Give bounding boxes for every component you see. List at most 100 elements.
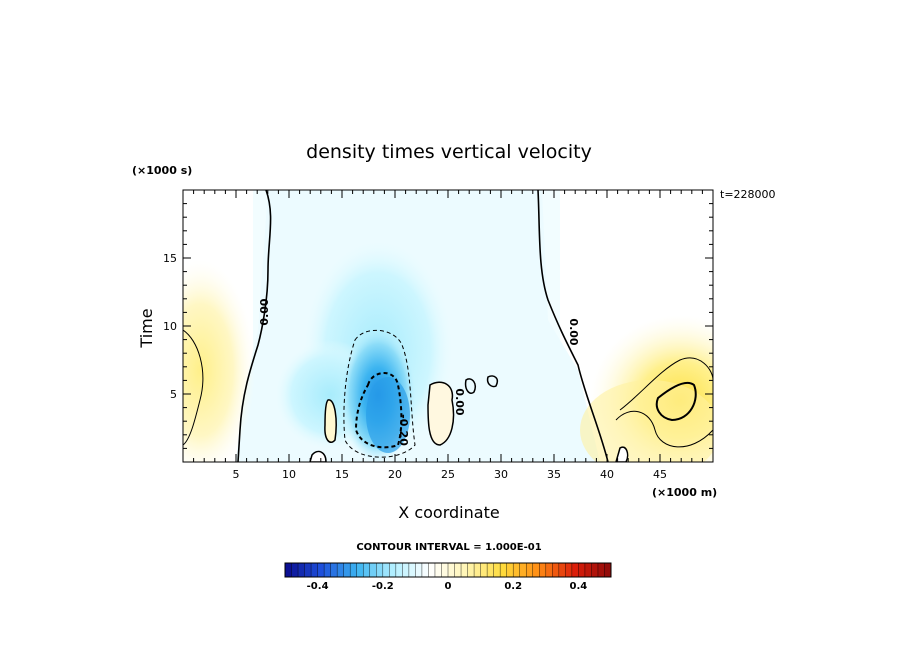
time-annotation: t=228000 bbox=[720, 188, 776, 201]
colorbar-cell bbox=[395, 563, 403, 577]
colorbar-cell bbox=[584, 563, 592, 577]
x-axis-label: X coordinate bbox=[398, 503, 499, 522]
positive-contour-right-inner bbox=[655, 381, 697, 422]
x-tick-label: 30 bbox=[494, 468, 508, 481]
colorbar-cell bbox=[291, 563, 299, 577]
colorbar-cell bbox=[493, 563, 501, 577]
colorbar-cell bbox=[382, 563, 390, 577]
colorbar-cell bbox=[480, 563, 488, 577]
y-axis-label: Time bbox=[137, 308, 156, 348]
colorbar-cell bbox=[532, 563, 540, 577]
colorbar-cell bbox=[461, 563, 468, 577]
colorbar-cell bbox=[506, 563, 514, 577]
y-unit-label: (×1000 s) bbox=[132, 164, 192, 177]
colorbar-tick-label: 0.4 bbox=[570, 581, 588, 592]
colorbar-cell bbox=[343, 563, 351, 577]
axis-ticks bbox=[183, 190, 713, 462]
yellow-region-left bbox=[183, 260, 255, 462]
positive-contour-right bbox=[619, 357, 713, 411]
colorbar-cell bbox=[350, 563, 358, 577]
x-tick-label: 40 bbox=[600, 468, 614, 481]
colorbar-cell bbox=[324, 563, 331, 577]
x-tick-label: 20 bbox=[388, 468, 402, 481]
colorbar-tick-label: -0.4 bbox=[307, 581, 329, 592]
colorbar-cell bbox=[565, 563, 573, 577]
colorbar-cell bbox=[578, 563, 586, 577]
zero-contour-left bbox=[237, 190, 272, 462]
colorbar-cell bbox=[448, 563, 455, 577]
colorbar-cell bbox=[330, 563, 338, 577]
zero-blob-1 bbox=[324, 399, 337, 444]
colorbar-cell bbox=[526, 563, 534, 577]
colorbar-cell bbox=[487, 563, 494, 577]
y-tick-label: 15 bbox=[163, 252, 177, 265]
colorbar-cell bbox=[408, 563, 416, 577]
zero-blob-5 bbox=[464, 378, 477, 394]
colorbar-cell bbox=[376, 563, 384, 577]
colorbar-cell bbox=[604, 563, 612, 577]
colorbar-cell bbox=[389, 563, 397, 577]
colorbar-cell bbox=[421, 563, 429, 577]
colorbar-cell bbox=[402, 563, 410, 577]
colorbar-cell bbox=[558, 563, 566, 577]
x-tick-label: 25 bbox=[441, 468, 455, 481]
colorbar-cell bbox=[597, 563, 605, 577]
colorbar-cell bbox=[428, 563, 436, 577]
colorbar-cell bbox=[369, 563, 377, 577]
dashed-contour-inner bbox=[354, 372, 403, 449]
contour-label-left: 0.00 bbox=[258, 298, 271, 325]
colorbar-cell bbox=[552, 563, 560, 577]
colorbar-cell bbox=[545, 563, 553, 577]
colorbar-cell bbox=[441, 563, 449, 577]
dashed-contour-outer bbox=[343, 329, 416, 458]
colorbar-tick-label: -0.2 bbox=[372, 581, 394, 592]
x-tick-label: 5 bbox=[233, 468, 240, 481]
yellow-region-right-2 bbox=[580, 380, 713, 462]
colorbar-cell bbox=[363, 563, 371, 577]
y-tick-label: 5 bbox=[170, 388, 177, 401]
colorbar-cell bbox=[337, 563, 344, 577]
x-tick-label: 35 bbox=[547, 468, 561, 481]
zero-blob-3 bbox=[309, 450, 327, 462]
plot-area: 0.00 0.00 0.00 -0.20 bbox=[183, 190, 713, 462]
chart-title: density times vertical velocity bbox=[306, 141, 592, 163]
zero-blob-6 bbox=[486, 375, 499, 388]
colorbar-cell bbox=[539, 563, 547, 577]
colorbar-cell bbox=[311, 563, 318, 577]
colorbar-frame bbox=[284, 562, 612, 578]
colorbar-cell bbox=[415, 563, 423, 577]
contour-label-right: 0.00 bbox=[567, 318, 580, 345]
colorbar-cell bbox=[356, 563, 364, 577]
colorbar-cell bbox=[317, 563, 325, 577]
positive-contour-lower bbox=[615, 410, 713, 448]
colorbar-cell bbox=[304, 563, 312, 577]
colorbar-cell bbox=[513, 563, 521, 577]
zero-blob-4 bbox=[615, 446, 629, 462]
colorbar-cell bbox=[434, 563, 442, 577]
x-tick-label: 10 bbox=[282, 468, 296, 481]
x-unit-label: (×1000 m) bbox=[652, 486, 717, 499]
colorbar-tick-label: 0 bbox=[445, 581, 452, 592]
colorbar-cell bbox=[298, 563, 305, 577]
zero-contour-right bbox=[537, 190, 609, 462]
contour-interval-label: CONTOUR INTERVAL = 1.000E-01 bbox=[356, 542, 541, 553]
colorbar-ticks: -0.4 -0.2 0 0.2 0.4 bbox=[307, 581, 588, 592]
colorbar-cell bbox=[467, 563, 475, 577]
contour-label-mid: 0.00 bbox=[453, 388, 466, 415]
colorbar bbox=[284, 563, 612, 577]
colorbar-cell bbox=[454, 563, 462, 577]
x-tick-label: 45 bbox=[653, 468, 667, 481]
x-tick-label: 15 bbox=[335, 468, 349, 481]
colorbar-cell bbox=[285, 563, 292, 577]
colorbar-cell bbox=[591, 563, 599, 577]
colorbar-cell bbox=[474, 563, 481, 577]
colorbar-cell bbox=[519, 563, 527, 577]
colorbar-cell bbox=[500, 563, 507, 577]
zero-blob-2 bbox=[427, 381, 455, 446]
colorbar-tick-label: 0.2 bbox=[504, 581, 522, 592]
axis-tick-labels: 5 10 15 20 25 30 35 40 45 5 10 15 bbox=[163, 252, 667, 481]
positive-contour-left bbox=[183, 329, 204, 446]
contour-label-core: -0.20 bbox=[397, 414, 410, 446]
y-tick-label: 10 bbox=[163, 320, 177, 333]
